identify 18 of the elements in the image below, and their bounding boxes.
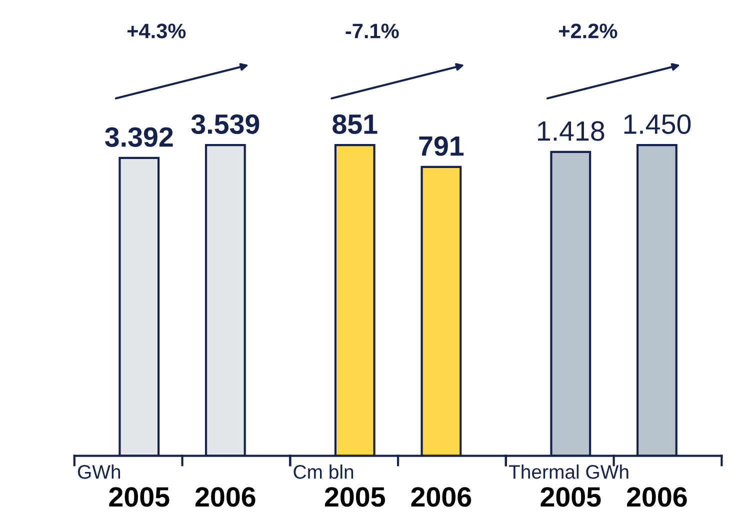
x-axis-title: GWh xyxy=(78,464,120,479)
x-tick-label: 2005 xyxy=(109,487,170,507)
x-tick-label: 2005 xyxy=(324,487,386,507)
text: +2.2% xyxy=(558,24,618,38)
data-label: 3.539 xyxy=(191,114,260,134)
data-label: 3.392 xyxy=(105,127,173,147)
x-tick-label: 2005 xyxy=(540,487,601,507)
text: +4.3% xyxy=(127,24,186,38)
x-axis-title: Thermal GWh xyxy=(508,464,628,479)
x-axis-title: Cm bln xyxy=(294,464,354,479)
data-label: 851 xyxy=(332,114,378,134)
x-tick-label: 2006 xyxy=(411,487,472,507)
data-label: 1.418 xyxy=(538,121,604,141)
text: -7.1% xyxy=(346,24,399,38)
x-tick-label: 2006 xyxy=(627,487,687,507)
data-label: 1.450 xyxy=(624,114,691,134)
x-tick-label: 2006 xyxy=(196,487,256,507)
data-label: 791 xyxy=(419,136,464,156)
